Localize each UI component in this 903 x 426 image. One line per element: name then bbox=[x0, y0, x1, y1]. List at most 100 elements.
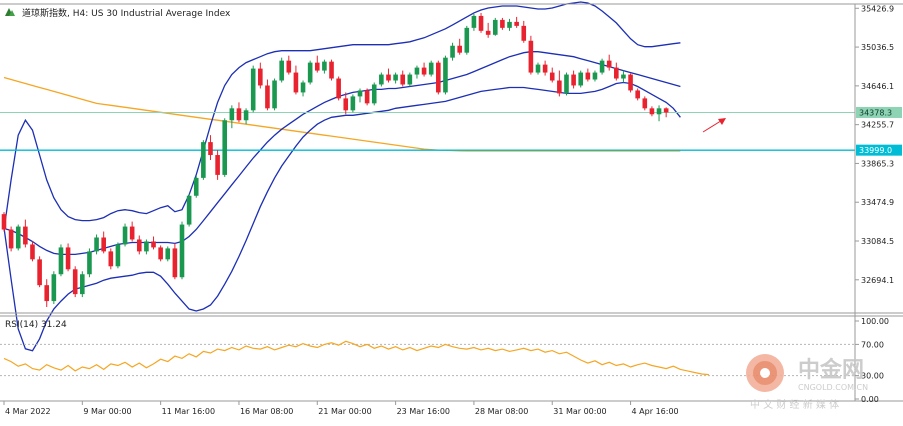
candle-body bbox=[386, 74, 391, 81]
candle-body bbox=[314, 62, 320, 71]
candle-body bbox=[485, 30, 491, 35]
time-tick-label: 11 Mar 16:00 bbox=[162, 407, 215, 416]
candle-body bbox=[628, 74, 633, 91]
candle-body bbox=[286, 60, 292, 73]
candle-body bbox=[23, 226, 28, 245]
candle-body bbox=[649, 108, 655, 115]
candles bbox=[1, 12, 669, 308]
candle-body bbox=[307, 62, 313, 83]
svg-text:道琼斯指数, H4: US 30 Industrial A: 道琼斯指数, H4: US 30 Industrial Average Inde… bbox=[22, 7, 231, 19]
candle-body bbox=[663, 108, 669, 113]
time-tick-label: 9 Mar 00:00 bbox=[83, 407, 131, 416]
candle-body bbox=[407, 74, 413, 85]
header-timeframe: H4 bbox=[73, 9, 86, 19]
candle-body bbox=[436, 62, 441, 93]
price-levels bbox=[0, 111, 855, 151]
header-description: US 30 Industrial Average Index bbox=[91, 9, 231, 19]
time-tick-label: 21 Mar 00:00 bbox=[318, 407, 371, 416]
candle-body bbox=[357, 90, 363, 97]
candle-body bbox=[8, 229, 14, 249]
candle-body bbox=[599, 60, 605, 73]
candle-body bbox=[400, 74, 406, 85]
candle-body bbox=[393, 74, 398, 81]
candle-body bbox=[492, 19, 498, 35]
candle-body bbox=[549, 72, 555, 81]
candle-body bbox=[457, 45, 462, 53]
candle-body bbox=[521, 25, 527, 41]
header-separator: , bbox=[67, 9, 73, 19]
current-price-label: 34378.3 bbox=[859, 108, 892, 117]
rsi-tick-label: 0.00 bbox=[861, 395, 879, 404]
watermark-domain: CNGOLD.COM.CN bbox=[798, 383, 868, 392]
price-tick-label: 35426.9 bbox=[861, 4, 894, 13]
time-tick-label: 28 Mar 08:00 bbox=[475, 407, 528, 416]
rsi-tick-label: 30.00 bbox=[861, 372, 884, 381]
header-colon: : bbox=[85, 9, 91, 19]
candle-body bbox=[151, 241, 156, 248]
chart-header: 道琼斯指数, H4: US 30 Industrial Average Inde… bbox=[5, 7, 231, 19]
time-tick-label: 4 Apr 16:00 bbox=[632, 407, 679, 416]
candle-body bbox=[578, 72, 584, 86]
candle-body bbox=[343, 98, 349, 111]
candle-body bbox=[379, 74, 384, 85]
candle-body bbox=[101, 237, 106, 252]
price-tick-label: 35036.5 bbox=[861, 43, 894, 52]
watermark-tagline: 中 文 财 经 新 媒 体 bbox=[750, 398, 839, 411]
candle-body bbox=[336, 78, 341, 99]
candle-body bbox=[129, 226, 135, 240]
rsi-path bbox=[3, 340, 709, 376]
candle-body bbox=[65, 247, 71, 270]
candle-body bbox=[208, 142, 213, 156]
candle-body bbox=[15, 226, 21, 249]
candle-body bbox=[464, 27, 470, 53]
candle-body bbox=[606, 60, 612, 68]
ma-line bbox=[3, 76, 681, 152]
time-axis: 4 Mar 2022 9 Mar 00:00 11 Mar 16:00 16 Mar … bbox=[3, 401, 679, 416]
arrow-head-icon bbox=[718, 118, 726, 125]
candle-body bbox=[564, 74, 569, 94]
time-tick-label: 31 Mar 00:00 bbox=[553, 407, 606, 416]
candle-body bbox=[621, 74, 626, 79]
candle-body bbox=[265, 85, 270, 109]
candle-body bbox=[364, 90, 370, 104]
candle-body bbox=[51, 274, 57, 302]
candle-body bbox=[179, 224, 185, 278]
candle-body bbox=[614, 67, 619, 79]
candle-body bbox=[58, 247, 64, 275]
price-tick-label: 34255.7 bbox=[861, 121, 894, 130]
candle-body bbox=[350, 96, 356, 111]
candle-body bbox=[428, 62, 434, 75]
candle-body bbox=[165, 248, 171, 260]
rsi-title: RSI(14) 31.24 bbox=[5, 320, 67, 330]
rsi-line bbox=[3, 340, 709, 376]
candle-body bbox=[557, 80, 562, 94]
level-labels: 34378.3 33999.0 bbox=[856, 106, 902, 156]
price-tick-label: 34646.1 bbox=[861, 82, 894, 91]
rsi-levels bbox=[0, 343, 855, 377]
rsi-tick-label: 70.00 bbox=[861, 340, 884, 349]
candle-body bbox=[272, 80, 277, 109]
candle-body bbox=[535, 64, 541, 73]
header-symbol: 道琼斯指数 bbox=[22, 7, 67, 19]
watermark: 中金网 CNGOLD.COM.CN 中 文 财 经 新 媒 体 bbox=[746, 354, 868, 411]
price-tick-label: 33474.9 bbox=[861, 198, 894, 207]
time-tick-label: 4 Mar 2022 bbox=[5, 407, 51, 416]
candle-body bbox=[229, 108, 235, 121]
candle-body bbox=[642, 98, 648, 109]
candle-body bbox=[201, 142, 206, 178]
candle-body bbox=[243, 110, 249, 121]
candle-body bbox=[193, 177, 199, 196]
candle-body bbox=[87, 251, 92, 275]
candle-body bbox=[1, 214, 7, 230]
candle-body bbox=[571, 74, 576, 86]
candle-body bbox=[450, 45, 455, 58]
candle-body bbox=[421, 67, 427, 75]
candle-body bbox=[542, 64, 548, 73]
candle-body bbox=[528, 40, 534, 73]
time-tick-label: 16 Mar 08:00 bbox=[240, 407, 293, 416]
candle-body bbox=[656, 108, 662, 115]
candle-body bbox=[30, 244, 35, 260]
candle-body bbox=[279, 60, 284, 81]
candle-body bbox=[500, 19, 505, 28]
candle-body bbox=[44, 285, 50, 302]
